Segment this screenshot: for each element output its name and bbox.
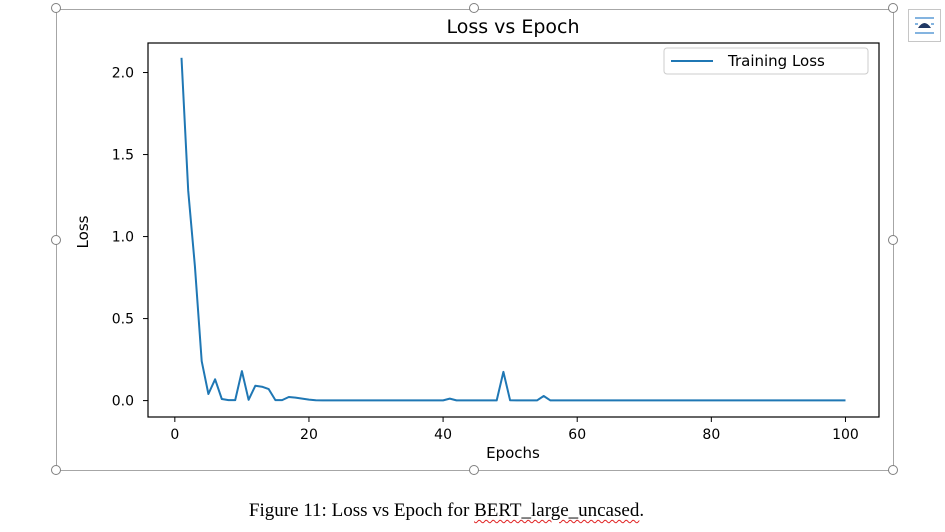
resize-handle-top-right[interactable]	[888, 3, 898, 13]
resize-handle-top[interactable]	[469, 3, 479, 13]
x-tick-label-1: 20	[300, 427, 318, 443]
series-line-0	[180, 57, 846, 402]
loss-chart: Loss vs Epoch 0.0 0.5 1.0 1.5 2.0 0 20 40 60 80 1…	[74, 16, 880, 462]
y-tick-label-3: 1.5	[112, 148, 134, 164]
layout-options-icon	[915, 17, 934, 34]
resize-handle-bottom-right[interactable]	[888, 465, 898, 475]
x-tick-label-5: 100	[832, 427, 859, 443]
caption-model-name: BERT_large_uncased	[474, 500, 640, 521]
x-tick-label-0: 0	[170, 427, 179, 443]
resize-handle-bottom[interactable]	[469, 465, 479, 475]
y-tick-label-1: 0.5	[112, 312, 134, 328]
y-tick-label-4: 2.0	[112, 66, 134, 82]
resize-handle-bottom-left[interactable]	[51, 465, 61, 475]
x-axis: 0 20 40 60 80 100	[170, 417, 859, 443]
x-tick-label-4: 80	[702, 427, 720, 443]
x-tick-label-3: 60	[568, 427, 586, 443]
plot-area	[147, 42, 880, 418]
y-axis: 0.0 0.5 1.0 1.5 2.0	[112, 66, 148, 410]
caption-prefix: Figure 11: Loss vs Epoch for	[248, 500, 475, 521]
y-tick-label-2: 1.0	[112, 230, 134, 246]
legend-label: Training Loss	[727, 52, 825, 70]
chart-title: Loss vs Epoch	[446, 16, 579, 38]
resize-handle-right[interactable]	[888, 235, 898, 245]
caption-suffix: .	[639, 500, 645, 521]
series-lines	[180, 57, 846, 402]
legend-box	[663, 47, 869, 75]
resize-handle-left[interactable]	[51, 235, 61, 245]
layout-options-button[interactable]	[908, 9, 941, 42]
legend: Training Loss	[663, 47, 869, 75]
figure-caption: Figure 11: Loss vs Epoch for BERT_large_…	[0, 500, 893, 522]
x-tick-label-2: 40	[434, 427, 452, 443]
x-axis-label: Epochs	[486, 444, 540, 462]
y-tick-label-0: 0.0	[112, 394, 134, 410]
y-axis-label: Loss	[74, 215, 92, 248]
resize-handle-top-left[interactable]	[51, 3, 61, 13]
